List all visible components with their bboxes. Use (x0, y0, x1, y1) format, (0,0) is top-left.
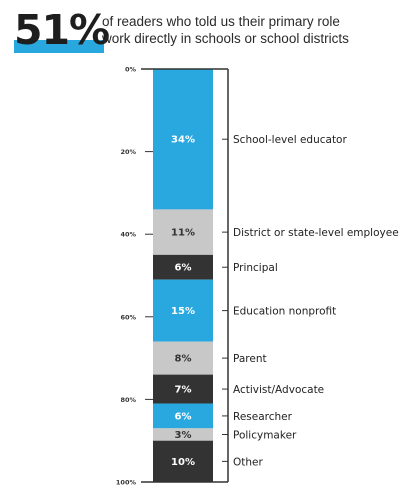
category-label: Policymaker (233, 430, 297, 442)
bar-segment (153, 403, 213, 429)
category-label: Other (233, 456, 263, 468)
bar-segment (153, 254, 213, 280)
stat-highlight-bar (14, 40, 104, 53)
category-label: Researcher (233, 411, 293, 423)
segment-value-label: 7% (175, 385, 192, 396)
category-label: Education nonprofit (233, 306, 336, 318)
headline-line-2: work directly in schools or school distr… (102, 31, 349, 46)
y-tick-label: 80% (120, 396, 136, 404)
bar-segment (153, 440, 213, 482)
bar-segment (153, 428, 213, 441)
y-tick-label: 20% (120, 148, 136, 156)
bar-segment (153, 341, 213, 375)
headline-stat: 51% (14, 6, 110, 54)
y-tick-label: 60% (120, 313, 136, 321)
y-tick-label: 40% (120, 231, 136, 239)
category-label: District or state-level employee (233, 227, 399, 239)
segment-value-label: 6% (175, 263, 192, 274)
segment-value-label: 6% (175, 411, 192, 422)
segment-value-label: 11% (171, 228, 195, 239)
bar-segment (153, 374, 213, 404)
category-label: Activist/Advocate (233, 384, 324, 396)
category-label: Parent (233, 353, 267, 365)
category-label: Principal (233, 262, 278, 274)
bar-segment (153, 279, 213, 342)
segment-value-label: 8% (175, 354, 192, 365)
y-tick-label: 100% (116, 479, 137, 487)
bar-segment (153, 69, 213, 210)
y-tick-label: 0% (125, 66, 137, 74)
stat-number: 51% (14, 6, 110, 54)
headline-line-1: of readers who told us their primary rol… (102, 14, 340, 29)
segment-value-label: 3% (175, 430, 192, 441)
bar-segment (153, 209, 213, 255)
segment-value-label: 34% (171, 135, 195, 146)
category-label: School-level educator (233, 134, 347, 146)
segment-value-label: 15% (171, 306, 195, 317)
headline-text: of readers who told us their primary rol… (102, 13, 392, 47)
segment-value-label: 10% (171, 457, 195, 468)
